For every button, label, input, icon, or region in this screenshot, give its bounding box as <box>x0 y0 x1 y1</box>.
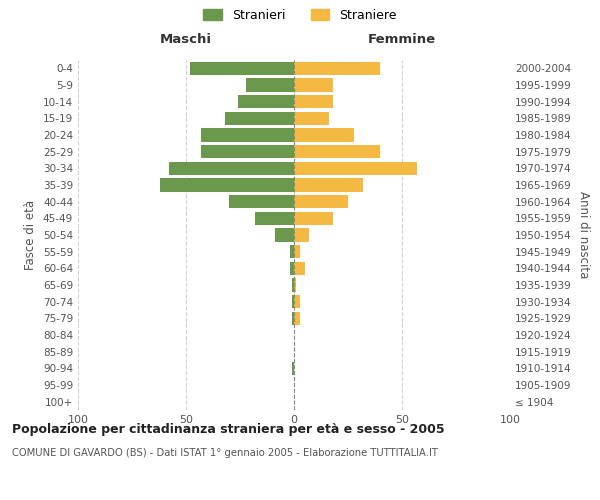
Bar <box>294 245 301 258</box>
Bar <box>292 295 294 308</box>
Bar <box>238 95 294 108</box>
Bar <box>292 278 294 291</box>
Bar <box>201 128 294 141</box>
Bar <box>247 78 294 92</box>
Bar <box>294 178 363 192</box>
Bar <box>290 262 294 275</box>
Bar <box>294 95 333 108</box>
Bar <box>294 112 329 125</box>
Legend: Stranieri, Straniere: Stranieri, Straniere <box>203 8 397 22</box>
Bar <box>294 195 348 208</box>
Bar <box>294 62 380 75</box>
Text: COMUNE DI GAVARDO (BS) - Dati ISTAT 1° gennaio 2005 - Elaborazione TUTTITALIA.IT: COMUNE DI GAVARDO (BS) - Dati ISTAT 1° g… <box>12 448 438 458</box>
Y-axis label: Anni di nascita: Anni di nascita <box>577 192 590 278</box>
Bar <box>294 78 333 92</box>
Text: Maschi: Maschi <box>160 33 212 46</box>
Bar <box>294 228 309 241</box>
Text: Femmine: Femmine <box>368 33 436 46</box>
Text: Popolazione per cittadinanza straniera per età e sesso - 2005: Popolazione per cittadinanza straniera p… <box>12 422 445 436</box>
Y-axis label: Fasce di età: Fasce di età <box>25 200 37 270</box>
Bar <box>292 312 294 325</box>
Bar <box>169 162 294 175</box>
Bar <box>294 162 417 175</box>
Bar <box>275 228 294 241</box>
Bar <box>294 145 380 158</box>
Bar <box>294 262 305 275</box>
Bar <box>290 245 294 258</box>
Bar <box>225 112 294 125</box>
Bar <box>190 62 294 75</box>
Bar <box>292 362 294 375</box>
Bar <box>294 295 301 308</box>
Bar <box>160 178 294 192</box>
Bar <box>294 312 301 325</box>
Bar <box>294 278 296 291</box>
Bar <box>294 128 355 141</box>
Bar <box>294 212 333 225</box>
Bar <box>201 145 294 158</box>
Bar <box>229 195 294 208</box>
Bar <box>255 212 294 225</box>
